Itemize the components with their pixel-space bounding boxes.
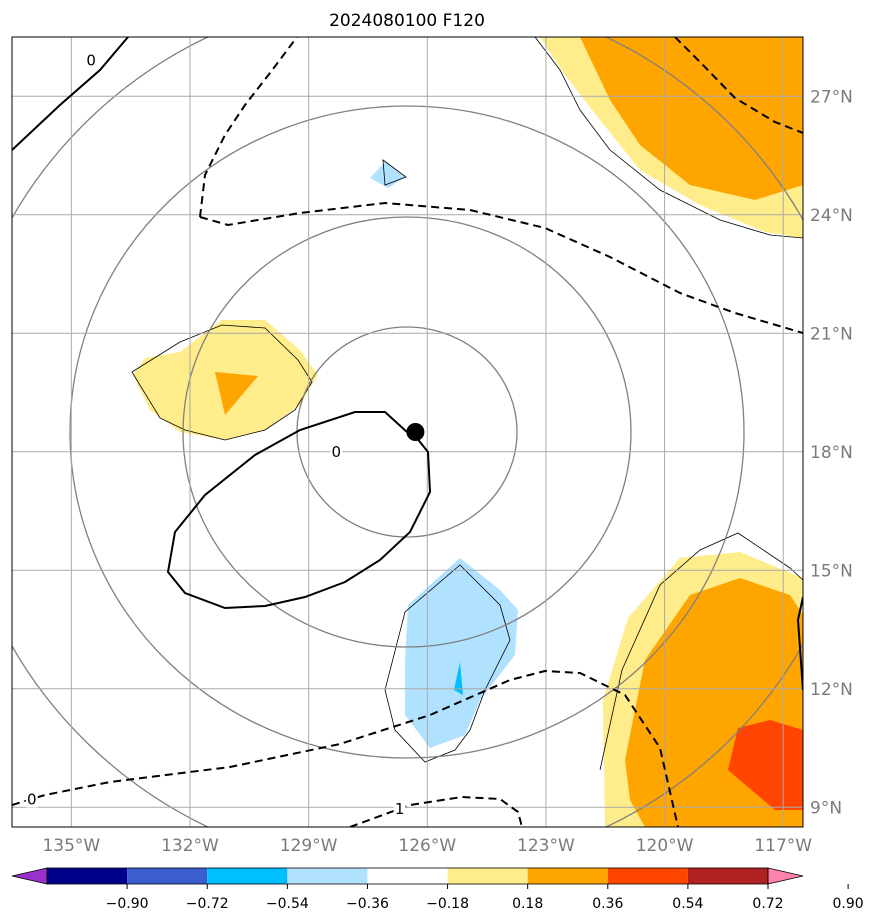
colorbar-segment (127, 868, 208, 884)
thin-contour-small (382, 159, 407, 186)
lat-tick-label: 21°N (810, 324, 853, 344)
contour-label-bg (330, 442, 343, 460)
gridlines (12, 37, 803, 827)
colorbar-tick-label: −0.36 (346, 896, 389, 912)
lon-tick-label: 117°W (754, 836, 812, 856)
filled-contours (133, 37, 803, 827)
contour-label: 0 (27, 790, 37, 808)
lat-tick-label: 27°N (810, 87, 853, 107)
storm-center-marker (406, 423, 425, 441)
contour-east-edge (796, 596, 803, 691)
lat-tick-label: 18°N (810, 443, 853, 463)
thin-contour-northeast (534, 37, 803, 239)
lat-tick-label: 24°N (810, 206, 853, 226)
colorbar-tick-label: 0.36 (592, 896, 623, 912)
contour-zero-center (166, 411, 432, 610)
contour-label-bg (85, 51, 98, 69)
fill-light-blue-small (370, 162, 405, 188)
colorbar-tick-label: 0.54 (672, 896, 703, 912)
colorbar-segment (207, 868, 288, 884)
colorbar-segment (367, 868, 448, 884)
colorbar-segment (607, 868, 688, 884)
fill-blue-south (454, 662, 463, 695)
lat-tick-label: 9°N (810, 798, 842, 818)
colorbar-extend-high (767, 867, 804, 885)
lon-tick-label: 123°W (517, 836, 575, 856)
fill-orange-northeast (580, 37, 803, 200)
colorbar: −0.90 −0.72 −0.54 −0.36 −0.18 0.18 0.36 0.54 0.7… (11, 867, 864, 912)
contour-label: 0 (86, 52, 96, 70)
contour-label: 0 (332, 443, 342, 461)
fill-light-blue-south (405, 558, 518, 748)
colorbar-frame (46, 867, 769, 885)
gray-contour-ring (182, 216, 632, 648)
contour-label-bg (393, 800, 406, 818)
colorbar-tick-label: 0.90 (833, 896, 864, 912)
fill-orange-west (215, 372, 258, 415)
colorbar-tick-label: 0.18 (512, 896, 543, 912)
colorbar-segment (447, 868, 528, 884)
lat-tick-label: 12°N (810, 680, 853, 700)
colorbar-tick-label: −0.54 (266, 896, 309, 912)
lon-tick-label: 126°W (398, 836, 456, 856)
dashed-contour-mid (199, 201, 803, 334)
lon-tick-label: 132°W (161, 836, 219, 856)
dashed-contour-bottom (349, 795, 523, 827)
lon-tick-label: 120°W (636, 836, 694, 856)
lat-tick-label: 15°N (810, 561, 853, 581)
thin-contour-southeast (599, 532, 803, 771)
thin-contour-south (384, 564, 511, 763)
colorbar-segment (287, 868, 368, 884)
colorbar-tick-label: −0.90 (106, 896, 149, 912)
map-area: 0 0 0 1 (12, 37, 803, 827)
dashed-contour-north (199, 37, 298, 218)
colorbar-tick-label: −0.72 (186, 896, 229, 912)
contour-zero-northwest (12, 37, 129, 151)
latitude-tick-labels: 9°N 12°N 15°N 18°N 21°N 24°N 27°N (810, 87, 853, 818)
fill-red-orange-southeast (728, 720, 803, 810)
contour-label-bg (25, 790, 38, 808)
chart-title: 2024080100 F120 (329, 11, 485, 31)
dashed-contour-ne (674, 37, 803, 134)
dashed-contour-south (12, 669, 679, 827)
lon-tick-label: 135°W (42, 836, 100, 856)
gray-contour-ring (69, 105, 745, 759)
contour-label: 1 (395, 800, 405, 818)
colorbar-segment (47, 868, 128, 884)
contour-labels: 0 0 0 1 (25, 51, 406, 818)
longitude-tick-labels: 135°W 132°W 129°W 126°W 123°W 120°W 117°W (42, 836, 812, 856)
colorbar-tick-label: −0.18 (426, 896, 469, 912)
colorbar-segment (527, 868, 608, 884)
lon-tick-label: 129°W (280, 836, 338, 856)
map-frame (11, 36, 804, 828)
colorbar-segment (687, 868, 768, 884)
colorbar-extend-low (11, 867, 48, 885)
colorbar-tick-label: 0.72 (752, 896, 783, 912)
